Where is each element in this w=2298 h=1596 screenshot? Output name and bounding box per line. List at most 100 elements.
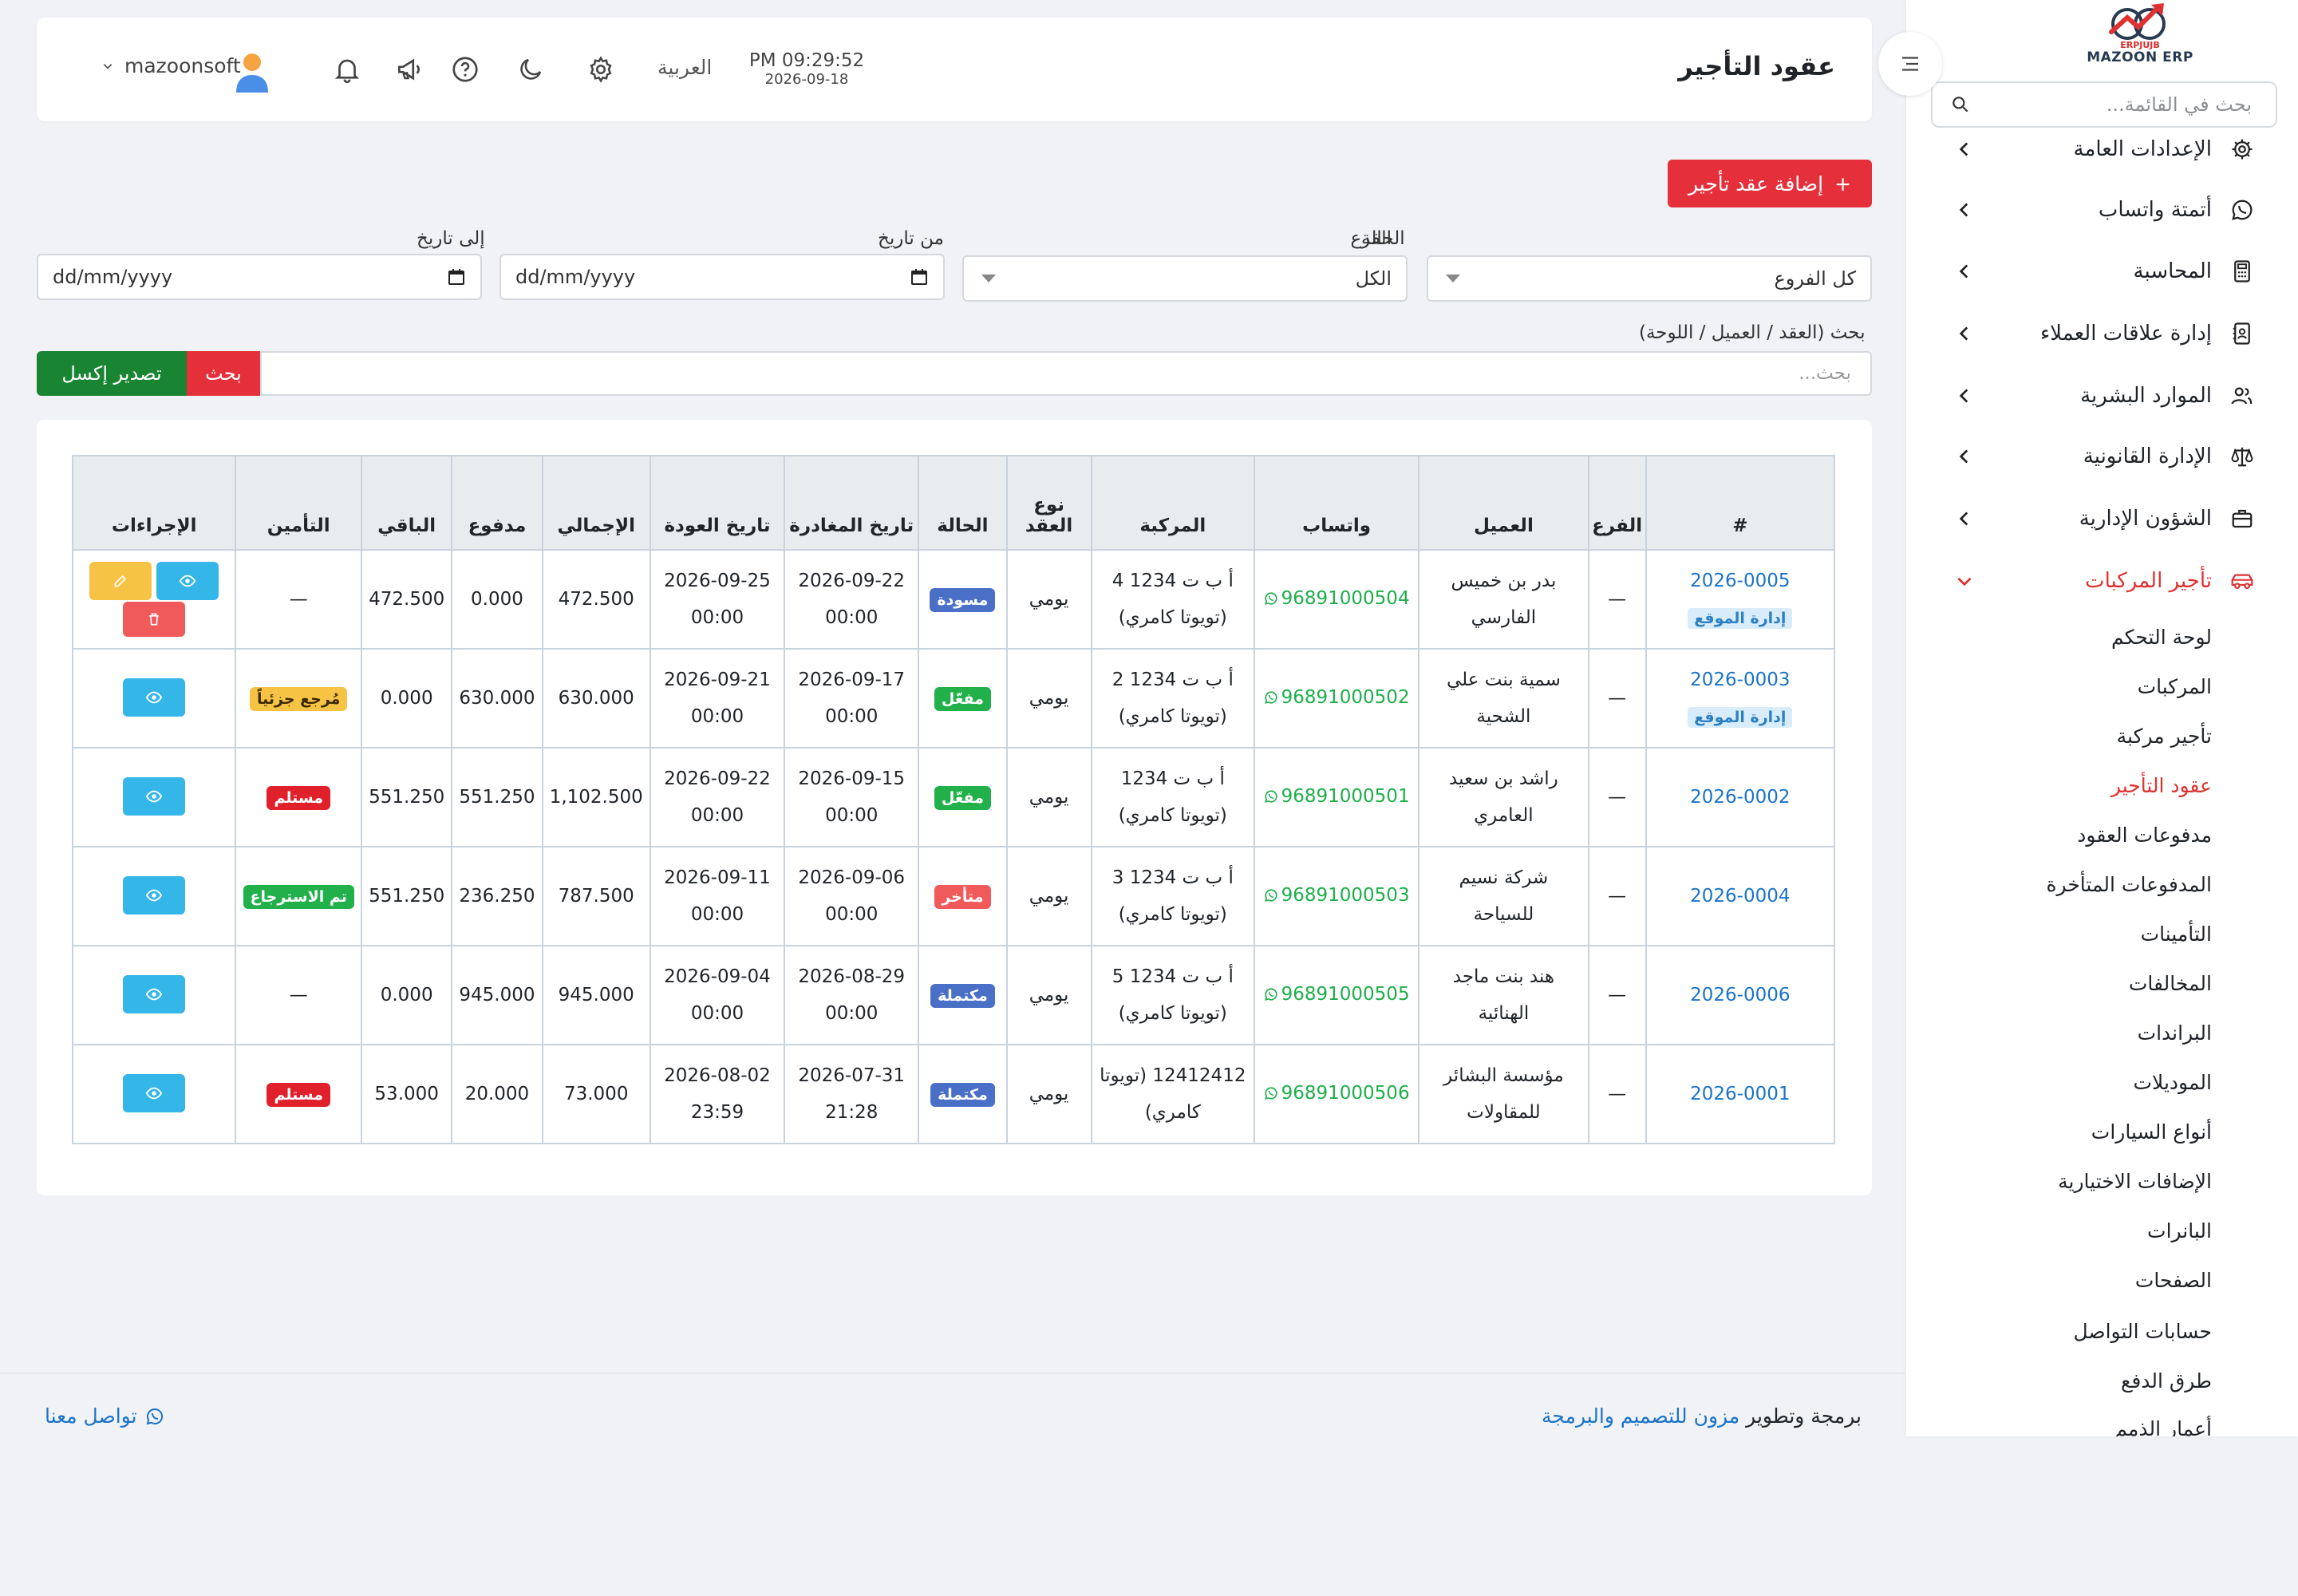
calculator-icon [2228,257,2257,286]
sidebar-subitem-vehicles[interactable]: المركبات [2137,675,2212,698]
contact-us-link[interactable]: تواصل معنا [45,1404,164,1428]
whatsapp-link[interactable]: 96891000503 [1264,877,1410,914]
sidebar-toggle-button[interactable] [1878,32,1942,96]
whatsapp-link[interactable]: 96891000501 [1264,778,1410,815]
status-badge: مكتملة [930,984,995,1008]
cell-vehicle: أ ب ت 1234 3 (تويوتا كامري) [1090,846,1255,946]
whatsapp-link[interactable]: 96891000502 [1264,679,1410,716]
sidebar-item-whatsapp-automation[interactable]: أتمتة واتساب [1906,186,2298,234]
avatar[interactable] [233,49,271,93]
footer-credit-link[interactable]: مزون للتصميم والبرمجة [1542,1404,1740,1428]
table-header-row: # الفرع العميل واتساب المركبة نوع العقد … [71,455,1836,551]
whatsapp-link[interactable]: 96891000505 [1264,976,1410,1013]
sidebar-subitem-insurances[interactable]: التأمينات [2140,922,2212,946]
contract-number-link[interactable]: 2026-0003 [1690,670,1791,690]
sidebar-subitem-rent-vehicle[interactable]: تأجير مركبة [2116,725,2212,748]
sidebar-item-admin-affairs[interactable]: الشؤون الإدارية [1906,495,2298,543]
brand-tagline: ERPJUJB [2120,40,2160,50]
cell-departure: 2026-08-29 00:00 [784,945,920,1045]
view-button[interactable] [123,974,186,1013]
sidebar-subitem-optional-extras[interactable]: الإضافات الاختيارية [2058,1170,2212,1193]
contract-number-link[interactable]: 2026-0004 [1690,886,1791,907]
header-number[interactable]: # [1645,455,1836,551]
cell-total: 472.500 [541,549,651,650]
view-button[interactable] [123,678,186,717]
to-date-input[interactable]: dd/mm/yyyy [37,254,482,300]
contract-number-link[interactable]: 2026-0002 [1690,787,1791,808]
sidebar-item-crm[interactable]: إدارة علاقات العملاء [1906,310,2298,358]
sidebar-subitem-pages[interactable]: الصفحات [2134,1269,2212,1292]
sidebar-subitem-models[interactable]: الموديلات [2133,1071,2212,1094]
whatsapp-number: 96891000502 [1281,687,1410,708]
sidebar-subitem-dashboard[interactable]: لوحة التحكم [2110,626,2212,649]
sidebar-item-label: الشؤون الإدارية [2079,507,2212,531]
sidebar-item-hr[interactable]: الموارد البشرية [1906,372,2298,420]
sidebar-subitem-contract-payments[interactable]: مدفوعات العقود [2077,824,2212,847]
contract-number-link[interactable]: 2026-0001 [1690,1084,1791,1104]
view-button[interactable] [156,562,219,600]
view-button[interactable] [123,875,186,915]
sidebar-subitem-social-accounts[interactable]: حسابات التواصل [2073,1320,2212,1343]
sidebar-subitem-rental-contracts[interactable]: عقود التأجير [2110,774,2212,797]
brand-logo[interactable]: ERPJUJB MAZOON ERP [2071,0,2209,67]
language-switch[interactable]: العربية [657,56,713,79]
sidebar-subitem-banners[interactable]: البانرات [2147,1219,2212,1242]
from-date-input[interactable]: dd/mm/yyyy [499,254,945,300]
sidebar-item-accounting[interactable]: المحاسبة [1906,247,2298,295]
edit-button[interactable] [89,562,152,600]
megaphone-icon[interactable] [391,51,428,88]
bell-icon[interactable] [329,51,365,88]
cell-vehicle: 12412412 (تويوتا كامري) [1090,1044,1255,1144]
add-contract-button[interactable]: + إضافة عقد تأجير [1668,160,1872,207]
gear-icon[interactable] [582,51,619,88]
chevron-down-icon [103,63,113,69]
contract-number-link[interactable]: 2026-0006 [1690,985,1791,1005]
sidebar-item-general-settings[interactable]: الإعدادات العامة [1906,125,2298,173]
sidebar-subitem-violations[interactable]: المخالفات [2128,972,2212,995]
sidebar-item-vehicle-rental[interactable]: تأجير المركبات [1906,557,2298,605]
sidebar-subitem-overdue-payments[interactable]: المدفوعات المتأخرة [2046,873,2212,896]
status-select[interactable]: الكل [962,255,1408,302]
cell-actions [71,945,237,1045]
departure-time: 00:00 [825,1003,879,1024]
search-button[interactable]: بحث [187,351,260,396]
calendar-icon[interactable] [910,267,929,286]
view-button[interactable] [123,1073,186,1112]
delete-button[interactable] [123,602,186,637]
header-departure-date: تاريخ المغادرة [784,455,920,551]
sidebar-search-input[interactable] [1971,93,2252,116]
whatsapp-link[interactable]: 96891000506 [1264,1075,1410,1112]
departure-time: 00:00 [825,706,879,727]
user-menu[interactable]: mazoonsoft [102,54,241,77]
sidebar-search[interactable] [1931,81,2277,128]
return-date: 2026-09-04 [664,966,771,987]
sidebar-item-label: الموارد البشرية [2080,384,2212,408]
cell-paid: 945.000 [451,945,543,1045]
cell-contract-type: يومي [1005,846,1092,946]
cell-branch: — [1587,549,1647,650]
add-contract-label: إضافة عقد تأجير [1688,172,1824,196]
cell-return: 2026-09-21 00:00 [649,648,786,749]
calendar-icon[interactable] [447,267,466,286]
view-button[interactable] [123,776,186,816]
table-row: 2026-0003 إدارة الموقع — سمية بنت علي الشحي… [71,648,1836,749]
header-contract-type: نوع العقد [1005,455,1092,551]
contract-number-link[interactable]: 2026-0005 [1690,571,1791,591]
to-date-placeholder: dd/mm/yyyy [53,266,173,288]
cell-total: 945.000 [541,945,651,1045]
insurance-value: — [289,985,308,1005]
help-icon[interactable] [447,51,484,88]
sidebar-item-legal[interactable]: الإدارة القانونية [1906,433,2298,480]
moon-icon[interactable] [512,51,549,88]
cell-return: 2026-09-11 00:00 [649,846,786,946]
sidebar-subitem-payment-methods[interactable]: طرق الدفع [2121,1369,2212,1393]
sidebar-subitem-car-types[interactable]: أنواع السيارات [2091,1120,2212,1144]
table-row: 2026-0005 إدارة الموقع — بدر بن خميس الفارس… [71,549,1836,650]
whatsapp-link[interactable]: 96891000504 [1264,580,1410,617]
sidebar-subitem-receivables-aging[interactable]: أعمار الذمم [2114,1417,2212,1436]
sidebar-subitem-brands[interactable]: البراندات [2137,1021,2212,1045]
export-excel-button[interactable]: تصدير إكسل [37,351,187,396]
cell-number: 2026-0005 إدارة الموقع [1645,549,1836,650]
search-input[interactable]: بحث... [260,351,1872,396]
branch-select[interactable]: كل الفروع [1427,255,1872,302]
